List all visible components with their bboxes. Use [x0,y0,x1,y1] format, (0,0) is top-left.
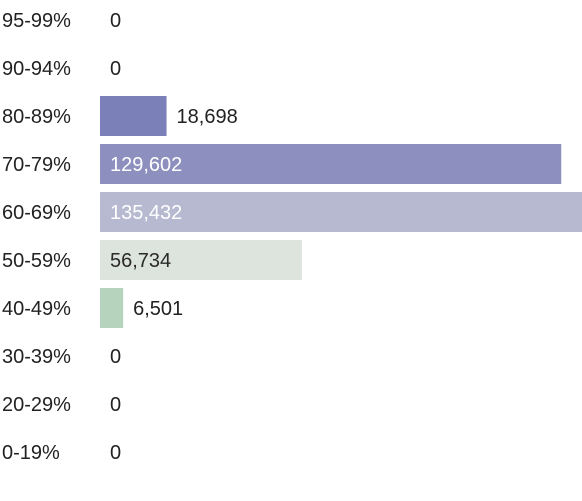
category-label: 60-69% [2,202,71,224]
category-label: 95-99% [2,10,71,32]
value-label: 129,602 [110,154,182,176]
value-label: 0 [110,346,121,368]
category-label: 40-49% [2,298,71,320]
category-label: 70-79% [2,154,71,176]
value-label: 0 [110,10,121,32]
category-label: 30-39% [2,346,71,368]
bar [100,96,167,136]
value-label: 0 [110,58,121,80]
bar [100,240,302,280]
bar [100,144,562,184]
value-label: 18,698 [177,106,238,128]
category-label: 20-29% [2,394,71,416]
bar [100,192,582,232]
value-label: 56,734 [110,250,171,272]
bar [100,288,124,328]
value-label: 6,501 [133,298,183,320]
category-label: 80-89% [2,106,71,128]
category-label: 0-19% [2,442,60,464]
value-label: 0 [110,442,121,464]
category-label: 50-59% [2,250,71,272]
category-label: 90-94% [2,58,71,80]
value-label: 0 [110,394,121,416]
value-label: 135,432 [110,202,182,224]
